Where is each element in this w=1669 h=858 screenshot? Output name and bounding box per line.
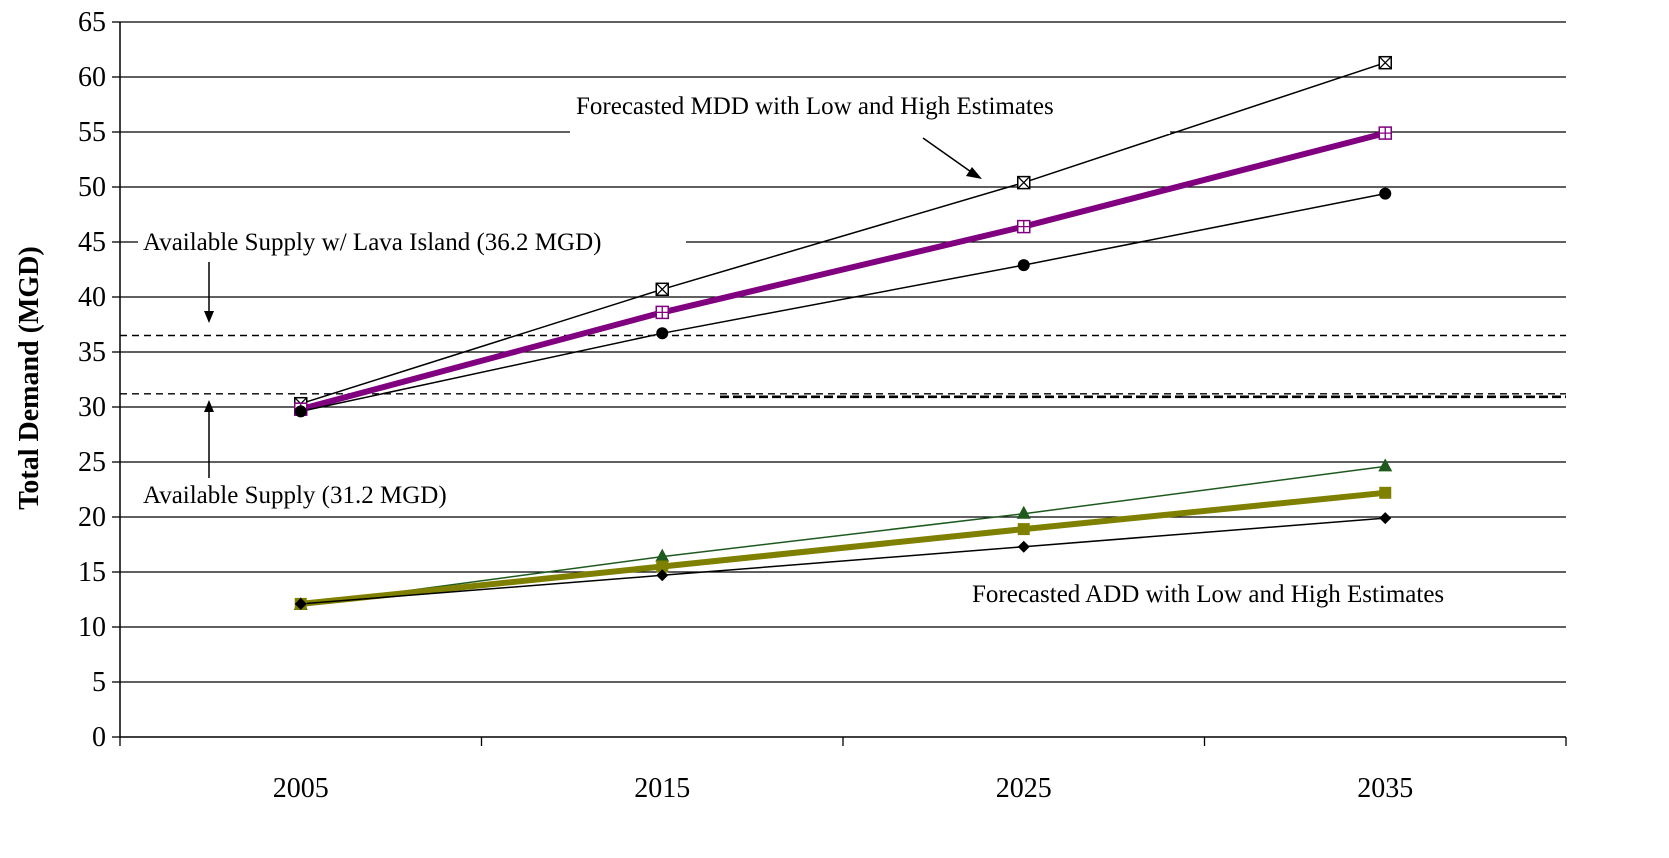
annotation-mdd: Forecasted MDD with Low and High Estimat… <box>576 93 1054 120</box>
data-point-marker <box>1017 540 1030 553</box>
data-point-marker <box>656 569 669 582</box>
data-point-marker <box>1017 523 1030 536</box>
annotation-add: Forecasted ADD with Low and High Estimat… <box>972 581 1444 608</box>
y-tick-label: 60 <box>78 62 106 93</box>
annotation-mdd-arrowhead <box>966 167 982 179</box>
data-point-marker <box>1379 486 1392 499</box>
data-point-marker <box>1017 219 1031 234</box>
y-tick-label: 10 <box>78 612 106 643</box>
annotation-add-backdrop <box>968 578 1516 614</box>
data-point-marker <box>656 560 669 573</box>
annotation-supply: Available Supply (31.2 MGD) <box>143 482 447 509</box>
data-point-marker <box>1017 175 1031 190</box>
data-point-marker <box>1379 512 1392 525</box>
reference-lines <box>120 334 1566 399</box>
data-point-marker <box>294 597 307 610</box>
y-tick-label: 30 <box>78 392 106 423</box>
annotations: Forecasted MDD with Low and High Estimat… <box>138 90 1516 614</box>
x-tick-label: 2035 <box>1357 773 1413 804</box>
series-markers <box>293 55 1393 610</box>
data-point-marker <box>1378 126 1392 140</box>
annotation-mdd-pointer <box>922 137 975 175</box>
series-line <box>300 192 1386 413</box>
y-tick-label: 15 <box>78 557 106 588</box>
y-tick-label: 55 <box>78 117 106 148</box>
y-tick-label: 5 <box>92 667 106 698</box>
data-point-marker <box>1017 259 1030 272</box>
y-tick-label: 50 <box>78 172 106 203</box>
annotation-lava-backdrop <box>138 225 686 261</box>
series-lines <box>299 61 1387 607</box>
series-line <box>300 61 1386 405</box>
y-tick-label: 45 <box>78 227 106 258</box>
data-point-marker <box>1016 505 1031 519</box>
annotation-mdd-backdrop <box>570 90 1170 134</box>
y-tick-label: 25 <box>78 447 106 478</box>
gridlines <box>120 21 1566 683</box>
data-point-marker <box>1379 187 1392 200</box>
marker-plus <box>1017 220 1030 233</box>
x-tick-label: 2015 <box>634 773 690 804</box>
y-tick-label: 65 <box>78 7 106 38</box>
marker-plus <box>1379 127 1392 140</box>
data-point-marker <box>655 282 669 297</box>
data-point-marker <box>655 548 670 562</box>
series-line <box>299 130 1387 413</box>
data-point-marker <box>1378 55 1392 70</box>
marker-plus <box>656 306 669 319</box>
data-point-marker <box>655 305 669 320</box>
y-tick-label: 20 <box>78 502 106 533</box>
annotation-supply-arrowhead <box>204 400 214 412</box>
y-axis-label: Total Demand (MGD) <box>14 246 45 509</box>
axes <box>112 21 1567 746</box>
series-line <box>300 517 1386 605</box>
annotation-lava: Available Supply w/ Lava Island (36.2 MG… <box>143 229 601 256</box>
x-tick-label: 2025 <box>996 773 1052 804</box>
marker-cross <box>655 282 669 296</box>
y-tick-label: 40 <box>78 282 106 313</box>
annotation-supply-backdrop <box>138 478 556 514</box>
series-line <box>300 465 1386 606</box>
marker-cross <box>1017 176 1031 190</box>
data-point-marker <box>294 405 307 418</box>
data-point-marker <box>656 327 669 340</box>
y-tick-label: 35 <box>78 337 106 368</box>
series-line <box>300 489 1386 607</box>
annotation-lava-arrowhead <box>204 311 214 323</box>
marker-cross <box>1378 56 1392 70</box>
data-point-marker <box>1378 458 1393 472</box>
x-tick-label: 2005 <box>273 773 329 804</box>
y-tick-label: 0 <box>92 722 106 753</box>
